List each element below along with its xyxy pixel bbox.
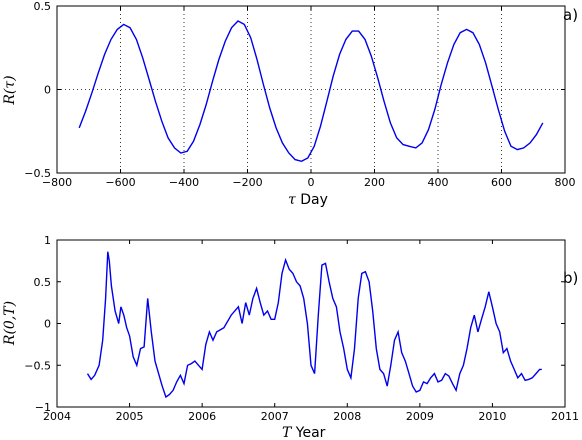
- y-tick-label-b: 1: [44, 234, 51, 247]
- y-tick-label-b: 0: [44, 318, 51, 331]
- y-tick-label-b: 0.5: [34, 276, 52, 289]
- series-line-a: [78, 20, 544, 163]
- plot-frame-b: [56, 239, 566, 408]
- series-line-b: [86, 251, 542, 399]
- x-tick-label-a: 600: [491, 176, 512, 189]
- x-tick-label-b: 2004: [43, 410, 71, 423]
- x-tick-label-b: 2009: [406, 410, 434, 423]
- ticks-a: −800 −600 −400 −200 0 200 400 600 800 0.5 0 −0.5: [24, 0, 575, 189]
- x-tick-label-a: 400: [428, 176, 449, 189]
- y-tick-label-a: 0: [44, 84, 51, 97]
- y-tick-label-a: 0.5: [34, 0, 52, 13]
- panel-a: −800 −600 −400 −200 0 200 400 600 800 0.5 0 −0.5 a)…: [2, 0, 578, 208]
- x-tick-label-a: 200: [364, 176, 385, 189]
- x-tick-label-b: 2005: [116, 410, 144, 423]
- panel-label-a: a): [563, 6, 578, 24]
- x-tick-label-b: 2006: [188, 410, 216, 423]
- y-tick-label-b: −0.5: [24, 359, 51, 372]
- panel-b: 2004 2005 2006 2007 2008 2009 2010 2011 1 0.5 0 −0.…: [2, 234, 579, 440]
- y-axis-label-b: R(0,T): [2, 301, 18, 346]
- y-axis-label-a: R(τ): [2, 75, 18, 105]
- x-axis-label-b: T Year: [282, 425, 326, 440]
- x-tick-label-a: −200: [232, 176, 262, 189]
- x-tick-label-a: −800: [42, 176, 72, 189]
- x-tick-label-a: −400: [169, 176, 199, 189]
- y-tick-label-b: −1: [35, 401, 51, 414]
- y-tick-label-a: −0.5: [24, 167, 51, 180]
- x-tick-label-b: 2010: [478, 410, 506, 423]
- x-tick-label-a: 800: [555, 176, 576, 189]
- x-tick-label-a: −600: [105, 176, 135, 189]
- x-tick-label-a: 0: [308, 176, 315, 189]
- grid-a: [57, 6, 565, 173]
- x-tick-label-b: 2007: [261, 410, 289, 423]
- ticks-b: 2004 2005 2006 2007 2008 2009 2010 2011 1 0.5 0 −0.…: [24, 234, 579, 423]
- x-axis-label-a: τ Day: [288, 192, 328, 208]
- x-tick-label-b: 2011: [551, 410, 579, 423]
- x-tick-label-b: 2008: [333, 410, 361, 423]
- panel-label-b: b): [563, 269, 578, 287]
